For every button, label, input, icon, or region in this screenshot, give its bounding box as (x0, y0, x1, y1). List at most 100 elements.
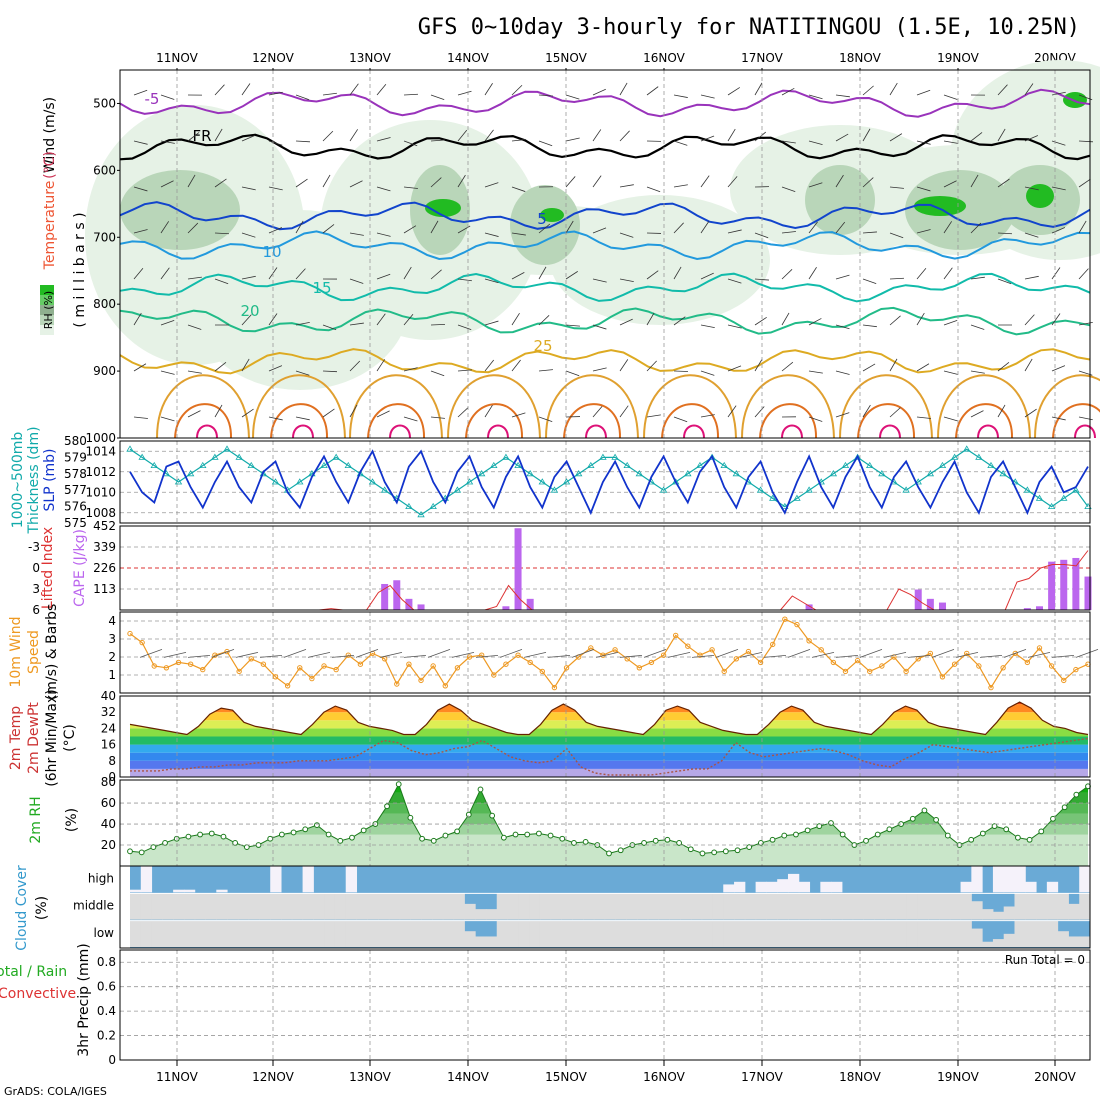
cloud-gap (1014, 893, 1026, 920)
wind10-barb (859, 649, 883, 658)
cloud-gap (766, 893, 778, 920)
rh2m-point (1038, 828, 1045, 835)
wind-barb (538, 266, 547, 280)
cloud-gap (291, 893, 304, 920)
thickness-label-2: Thickness (dm) (26, 426, 42, 534)
cloud-gap (1003, 933, 1015, 947)
cloud-gap (421, 920, 433, 947)
cloud-gap (734, 920, 746, 947)
cloud-gap (949, 893, 962, 920)
wind-barb (808, 140, 823, 145)
wind10-barb (907, 655, 931, 658)
rh2m-point (220, 833, 227, 840)
wind-barb (700, 324, 715, 329)
rh2m-point (944, 832, 951, 839)
cloud-gap (1057, 931, 1069, 947)
wind-barb (160, 370, 175, 375)
surface-isotherm-40 (1074, 424, 1096, 439)
wind-barb (511, 412, 526, 418)
wind-barb (322, 408, 335, 418)
wind-barb (1024, 232, 1039, 238)
wind-barb (970, 370, 985, 374)
wind-barb (808, 221, 818, 234)
wind-barb (403, 367, 418, 372)
wind-barb (943, 267, 953, 280)
wind10-barb (787, 649, 811, 658)
top-date-label: 11NOV (156, 51, 198, 65)
rh2m-point (197, 831, 203, 838)
wind-speed-point (272, 674, 279, 680)
wind-barb (349, 180, 363, 188)
rh2m-point (1073, 791, 1080, 798)
wind-speed-point (903, 668, 909, 675)
surface-isotherm-35 (465, 403, 524, 439)
cloud-gap (971, 901, 983, 920)
top-date-label: 14NOV (447, 51, 489, 65)
wind-barb (160, 180, 174, 188)
wind-barb (754, 316, 767, 326)
cloud-gap (744, 920, 757, 947)
cloud-gap (820, 893, 832, 920)
bottom-date-label: 19NOV (937, 1070, 979, 1084)
rh2m-point (138, 849, 145, 856)
wind-barb (187, 132, 200, 142)
wind-barb (376, 186, 391, 192)
cloud-gap (205, 920, 217, 947)
rh-legend-swatch (40, 325, 54, 335)
wind-barb (862, 231, 877, 234)
cloud-gap (367, 893, 379, 920)
wind10-barb (691, 655, 715, 658)
wind-barb (997, 232, 1013, 235)
wind-barb (808, 370, 823, 374)
cloud-gap (895, 920, 908, 947)
wind-barb (160, 416, 175, 422)
rh2m-point (290, 829, 297, 836)
rh2m-point (968, 836, 975, 843)
slp-tick: 1012 (85, 465, 116, 479)
wind10-barb (331, 655, 355, 658)
wind-barb (241, 186, 256, 191)
rh-legend-swatch (40, 315, 54, 325)
cloud-gap (841, 920, 854, 947)
rh2m-panel: 20 40 60 80 (101, 775, 1091, 867)
wind-speed-point (757, 659, 764, 666)
wind-barb (322, 370, 338, 373)
wind-barb (1024, 275, 1039, 280)
top-date-label: 12NOV (252, 51, 294, 65)
thickness-point (562, 478, 571, 485)
wind-barb (538, 416, 553, 422)
wind-barb (511, 312, 520, 326)
wind-barb (403, 140, 418, 147)
cloud-gap (539, 920, 552, 947)
cloud-gap (485, 909, 498, 920)
wind-barb (619, 232, 634, 238)
wind-speed-point (1048, 663, 1055, 669)
wind10-barb (1075, 649, 1099, 658)
bottom-date-label: 17NOV (741, 1070, 783, 1084)
wind-barb (943, 416, 958, 422)
wind-barb (943, 370, 958, 375)
cloud-gap (798, 920, 811, 947)
wind-barb (754, 131, 767, 142)
temp-band (130, 702, 1088, 705)
slp-tick: 1010 (85, 485, 116, 499)
cloud-gap (863, 920, 875, 947)
rh-band (130, 784, 1088, 793)
wind-barb (673, 184, 688, 188)
thickness-point (150, 461, 158, 468)
cloud-gap (669, 920, 681, 947)
cloud-gap (777, 920, 789, 947)
isotherm-4 (119, 272, 1091, 303)
rh2m-point (1015, 834, 1021, 841)
cloud-gap (561, 920, 573, 947)
cloud-gap (248, 893, 260, 920)
wind-speed-point (309, 675, 315, 682)
slp-line (129, 449, 1089, 516)
wind-barb (673, 370, 689, 372)
cloud-cover-panel: high middle low (73, 865, 1091, 949)
wind-barb (889, 358, 898, 372)
temp-tick: 8 (108, 754, 116, 768)
wind-barb (187, 222, 199, 234)
rh2m-point (419, 835, 425, 842)
thickness-point (720, 461, 728, 468)
